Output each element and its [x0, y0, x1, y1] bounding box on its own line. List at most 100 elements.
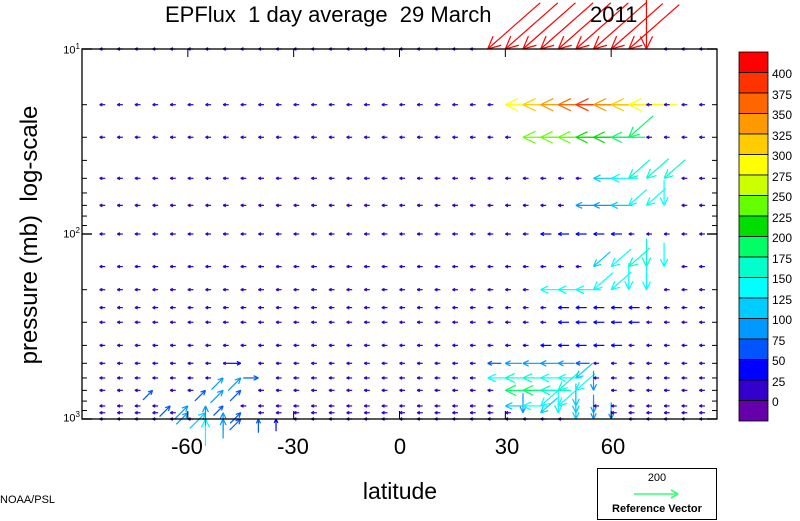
vector-shaft — [575, 373, 596, 391]
vector-head — [134, 388, 138, 391]
flux-vector — [663, 102, 670, 107]
flux-vector — [699, 404, 705, 408]
flux-vector — [363, 135, 370, 140]
flux-vector — [311, 287, 317, 292]
flux-vector — [99, 135, 106, 140]
flux-vector — [363, 410, 370, 415]
vector-shaft — [213, 405, 224, 416]
vector-head — [434, 404, 438, 407]
credit-label: NOAA/PSL — [0, 494, 56, 506]
flux-vector — [222, 232, 229, 236]
vector-head — [681, 264, 685, 268]
vector-shaft — [628, 189, 648, 206]
vector-head — [593, 204, 600, 209]
flux-vector — [152, 320, 159, 325]
vector-head — [117, 320, 121, 323]
flux-vector — [240, 264, 247, 269]
flux-vector — [240, 305, 247, 310]
flux-vector — [258, 264, 264, 269]
vector-head — [540, 385, 551, 391]
vector-head — [699, 388, 703, 391]
flux-vector — [610, 410, 617, 415]
flux-vector — [681, 135, 688, 140]
vector-head — [434, 287, 438, 291]
vector-head — [311, 176, 315, 179]
colorbar-swatch — [738, 256, 769, 278]
flux-vector — [99, 176, 106, 181]
vector-head — [557, 35, 565, 50]
vector-head — [134, 232, 138, 235]
vector-head — [293, 203, 297, 206]
flux-vector — [169, 343, 176, 348]
vector-head — [381, 376, 385, 379]
flux-vector — [452, 410, 458, 415]
flux-vector — [293, 264, 300, 269]
vector-head — [505, 320, 509, 323]
flux-vector — [152, 102, 159, 107]
vector-head — [187, 305, 191, 309]
vector-head — [663, 175, 674, 179]
flux-vector — [187, 305, 194, 310]
vector-head — [293, 287, 297, 291]
vector-head — [610, 376, 615, 379]
flux-vector — [117, 264, 123, 269]
colorbar-label: 300 — [772, 149, 793, 163]
flux-vector — [205, 305, 212, 310]
vector-head — [293, 361, 297, 364]
vector-head — [540, 104, 554, 112]
vector-head — [469, 287, 474, 291]
vector-head — [293, 305, 297, 309]
vector-head — [505, 360, 511, 364]
flux-vector — [540, 320, 547, 325]
flux-vector — [187, 102, 194, 107]
flux-vector — [505, 287, 511, 292]
vector-head — [575, 381, 580, 391]
colorbar-swatch — [738, 51, 769, 73]
colorbar-swatch — [738, 154, 769, 176]
flux-vector — [117, 287, 123, 292]
flux-vector — [293, 203, 300, 208]
vector-head — [628, 232, 632, 235]
vector-head — [399, 176, 403, 179]
flux-vector — [99, 264, 106, 269]
vector-head — [628, 361, 632, 364]
vector-head — [416, 361, 421, 364]
vector-head — [99, 320, 103, 323]
vector-head — [434, 203, 438, 206]
flux-vector — [134, 361, 141, 366]
flux-vector — [628, 98, 678, 112]
vector-head — [593, 177, 601, 183]
vector-head — [663, 376, 668, 379]
vector-head — [416, 232, 421, 235]
flux-vector — [363, 176, 370, 181]
flux-vector — [699, 320, 705, 325]
vector-head — [381, 410, 385, 414]
vector-head — [610, 98, 625, 106]
flux-vector — [311, 264, 317, 269]
flux-vector — [663, 232, 670, 236]
vector-head — [99, 203, 103, 206]
flux-vector — [381, 287, 388, 292]
vector-head — [152, 361, 156, 364]
vector-head — [311, 343, 315, 346]
flux-vector — [469, 376, 476, 380]
flux-vector — [275, 305, 282, 310]
flux-vector — [258, 135, 264, 140]
vector-head — [187, 203, 191, 206]
flux-vector — [275, 361, 282, 366]
vector-shaft — [189, 412, 206, 429]
flux-vector — [628, 159, 651, 179]
vector-head — [399, 320, 403, 323]
vector-head — [169, 203, 174, 206]
vector-head — [434, 264, 438, 268]
vector-head — [169, 410, 174, 414]
vector-head — [610, 201, 619, 206]
flux-vector — [469, 320, 476, 325]
vector-head — [216, 389, 224, 393]
vector-head — [557, 104, 572, 112]
vector-head — [311, 232, 315, 235]
flux-vector — [346, 287, 353, 292]
vector-head — [610, 320, 615, 323]
flux-vector — [328, 264, 335, 269]
flux-vector — [169, 388, 176, 393]
